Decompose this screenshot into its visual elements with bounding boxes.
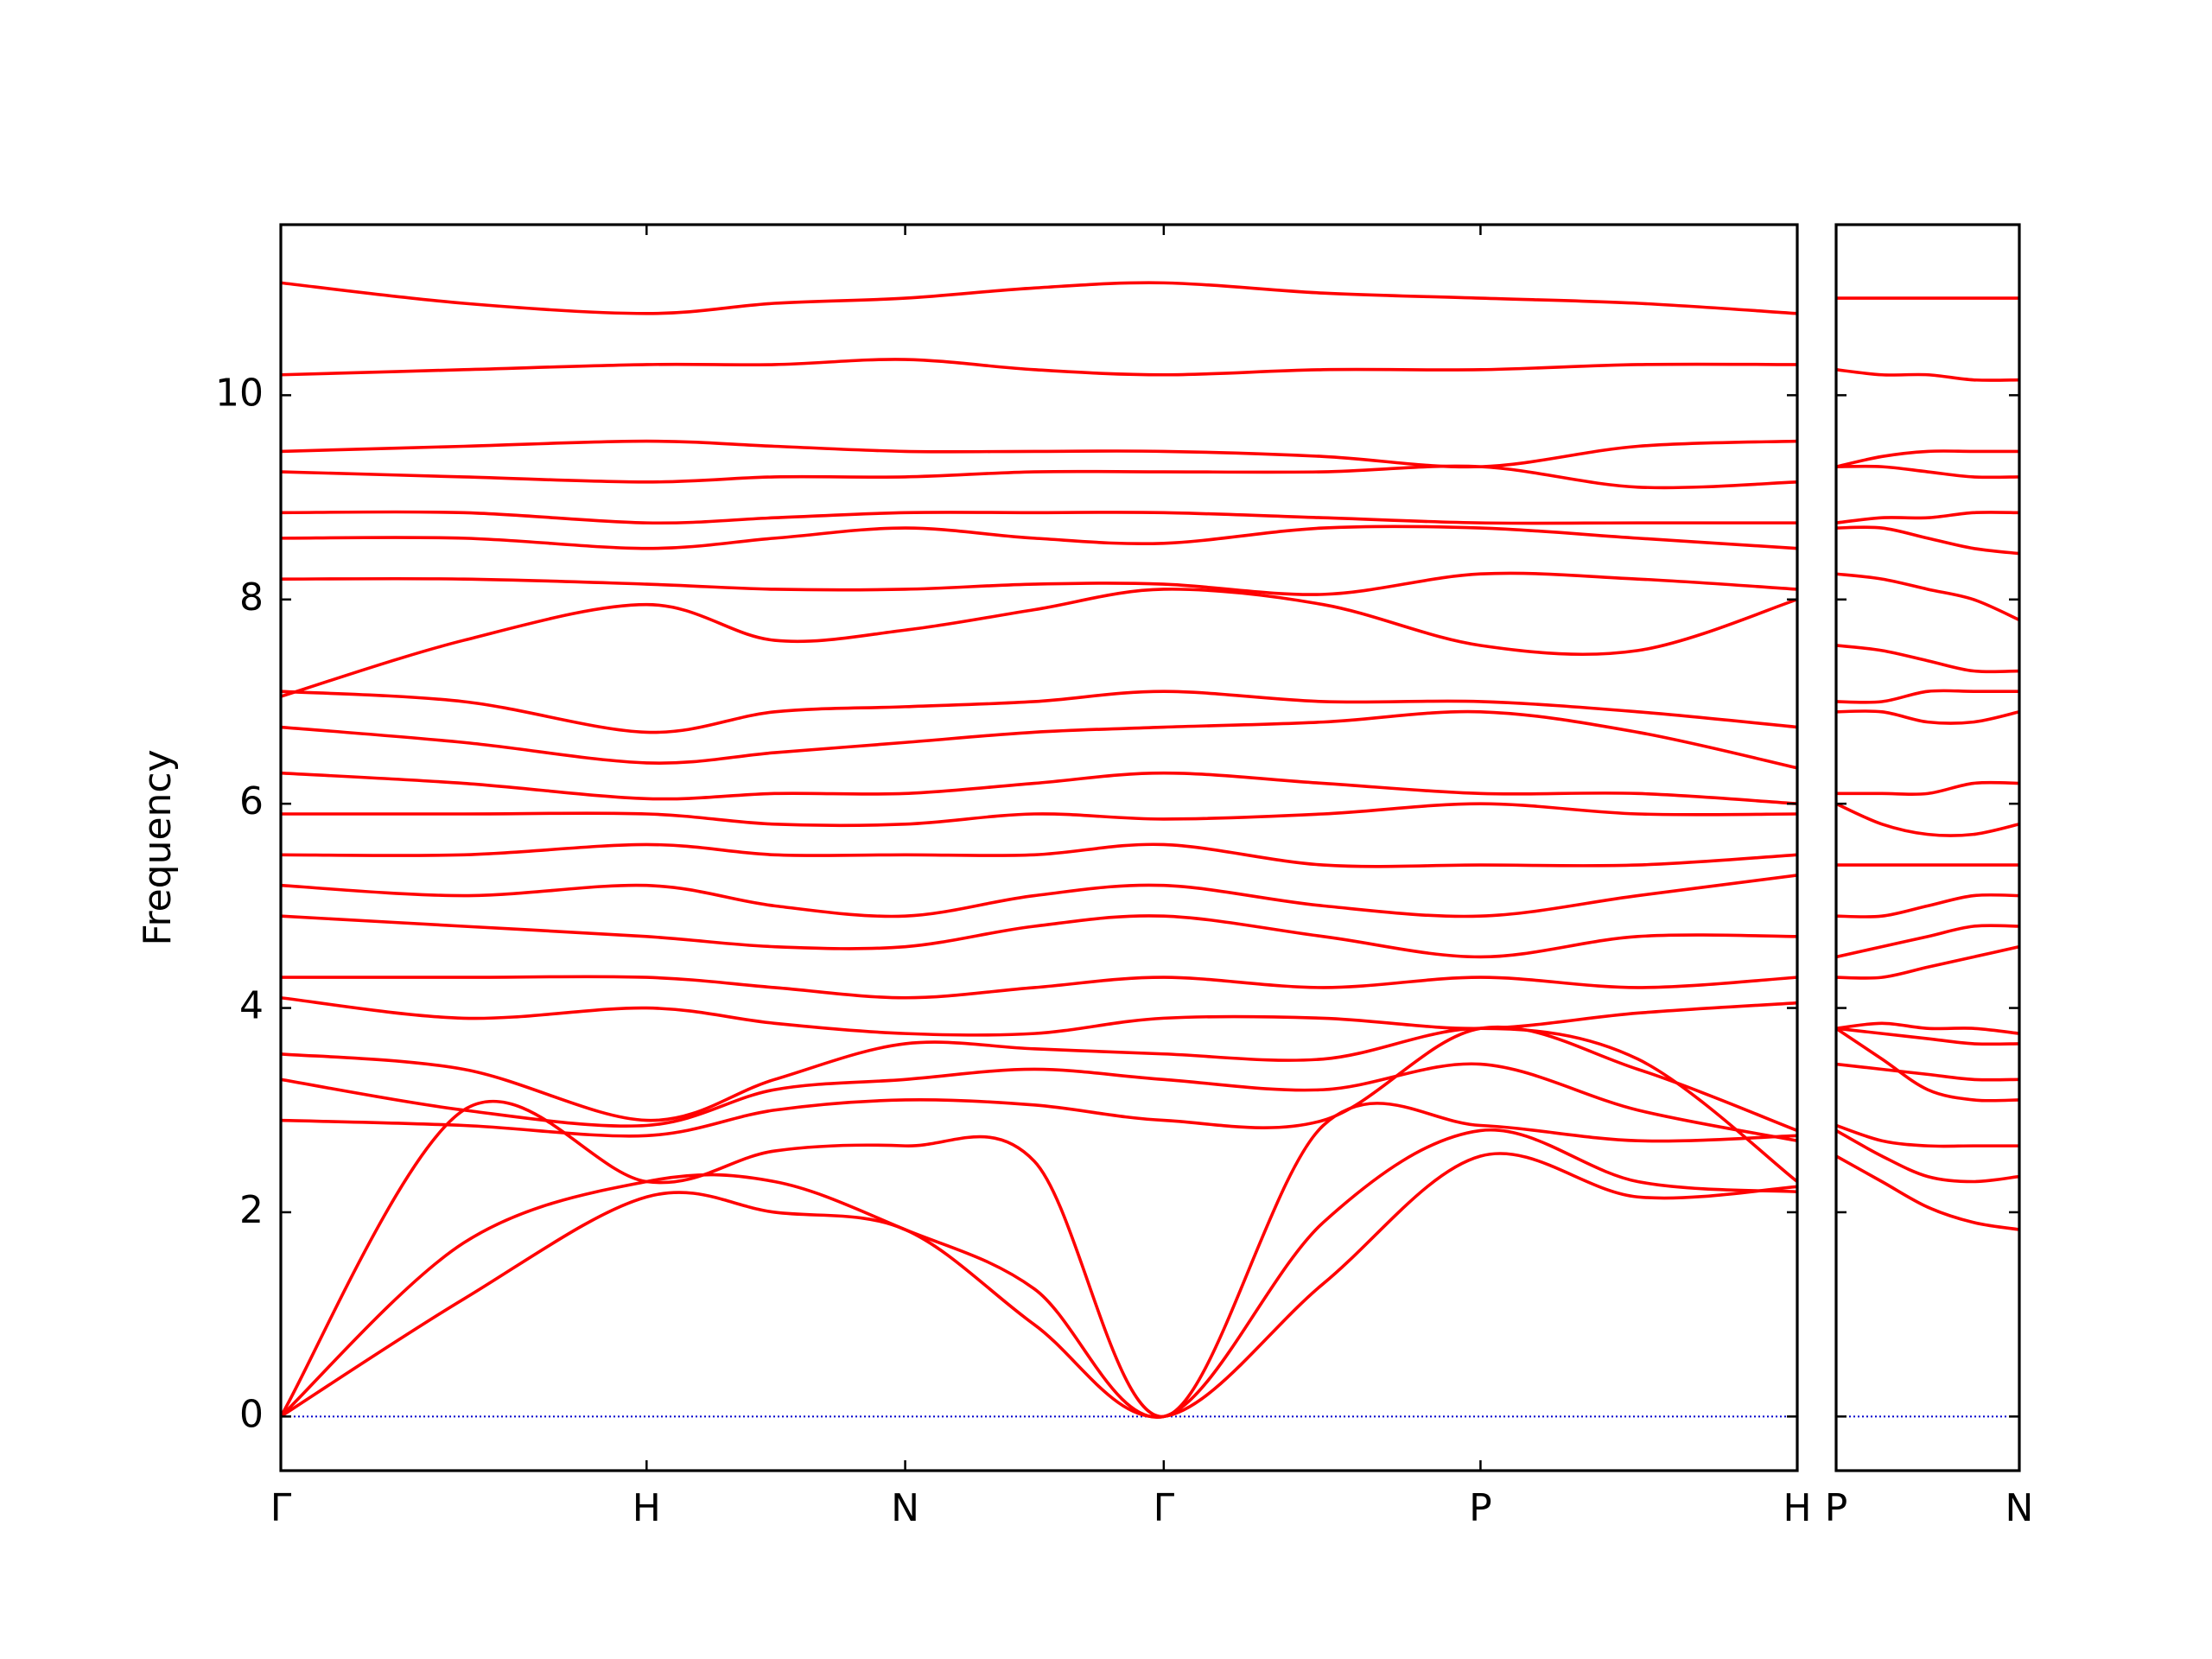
band-line <box>281 690 1797 734</box>
x-tick-label: Γ <box>1154 1486 1175 1530</box>
band-line <box>281 439 1797 469</box>
band-line <box>1836 525 2019 556</box>
x-tick-label: N <box>891 1486 919 1530</box>
x-tick-label: H <box>632 1486 661 1530</box>
band-line <box>281 571 1797 596</box>
x-tick-label: P <box>1825 1486 1848 1530</box>
band-line <box>1836 368 2019 382</box>
y-tick-label: 2 <box>239 1188 264 1232</box>
band-line <box>281 1062 1797 1142</box>
band-line <box>1836 464 2019 480</box>
band-line <box>1836 511 2019 524</box>
band-line <box>1836 893 2019 918</box>
x-tick-label: N <box>2005 1486 2034 1530</box>
y-axis-label: Frequency <box>136 749 180 945</box>
band-line <box>1836 1154 2019 1231</box>
band-line <box>281 975 1797 1000</box>
band-line <box>1836 1123 2019 1148</box>
band-line <box>281 358 1797 377</box>
band-line <box>1836 1027 2019 1103</box>
band-line <box>1836 709 2019 725</box>
band-line <box>281 709 1797 770</box>
x-tick-label: Γ <box>270 1486 292 1530</box>
band-line <box>281 914 1797 959</box>
band-line <box>281 524 1797 550</box>
band-line <box>1836 689 2019 704</box>
band-line <box>1836 1128 2019 1184</box>
x-tick-label: P <box>1469 1486 1492 1530</box>
band-line <box>281 802 1797 828</box>
band-line <box>1836 802 2019 837</box>
axes-frame <box>279 223 1799 1472</box>
band-line <box>281 995 1797 1037</box>
y-tick-label: 10 <box>215 371 264 415</box>
band-line <box>281 281 1797 315</box>
y-tick-label: 8 <box>239 575 264 620</box>
band-line <box>281 1099 1797 1419</box>
band-line <box>1836 1021 2019 1035</box>
band-line <box>281 771 1797 805</box>
band-line <box>1836 572 2019 622</box>
band-line <box>1836 944 2019 980</box>
band-line <box>1836 780 2019 797</box>
x-tick-label: H <box>1783 1486 1811 1530</box>
band-line <box>281 588 1797 698</box>
band-line <box>281 1027 1797 1183</box>
band-line <box>1836 1027 2019 1046</box>
band-line <box>1836 449 2019 468</box>
y-tick-label: 6 <box>239 779 264 823</box>
band-line <box>281 874 1797 918</box>
axes-frame <box>1834 223 2021 1472</box>
band-line <box>281 510 1797 525</box>
band-line <box>281 1128 1797 1420</box>
band-line <box>1836 644 2019 674</box>
band-line <box>1836 924 2019 959</box>
band-line <box>1836 1062 2019 1082</box>
band-line <box>281 464 1797 490</box>
y-tick-label: 0 <box>239 1392 264 1436</box>
band-line <box>281 1025 1797 1138</box>
y-tick-label: 4 <box>239 984 264 1028</box>
band-line <box>281 1152 1797 1419</box>
band-line <box>281 842 1797 868</box>
